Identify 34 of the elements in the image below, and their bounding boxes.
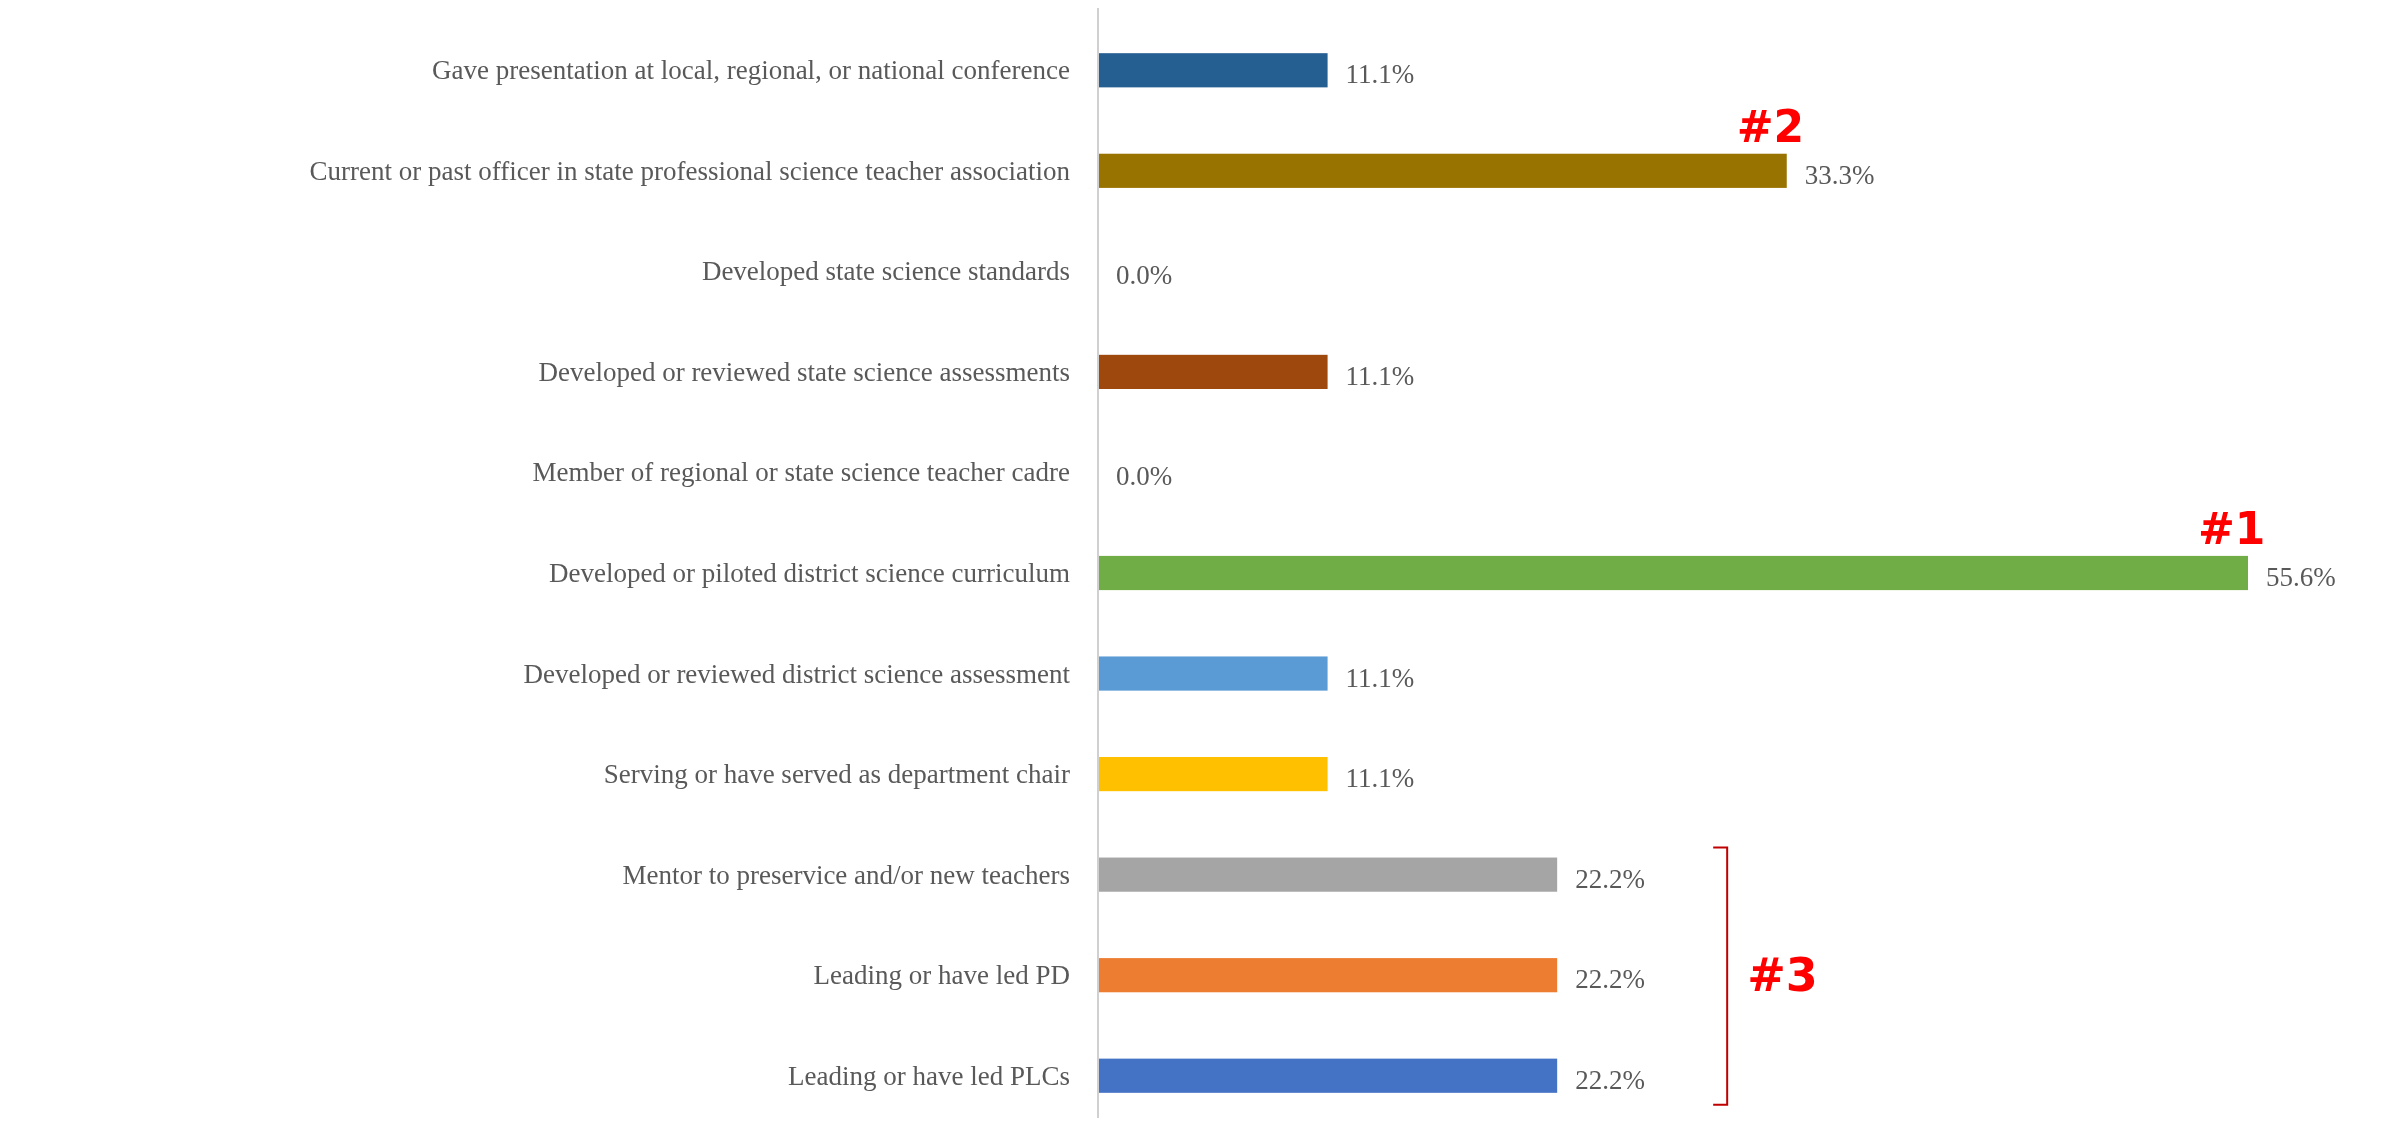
bar (1098, 555, 2248, 591)
y-tick-label: Current or past officer in state professional science teacher association (309, 155, 1071, 186)
data-label: 55.6% (2266, 562, 2336, 592)
data-label: 22.2% (1575, 964, 1645, 995)
annotation: #1 (2198, 502, 2266, 554)
y-tick-label: Leading or have led PD (813, 960, 1070, 991)
bar (1098, 656, 1328, 691)
y-tick-label: Mentor to preservice and/or new teachers (622, 859, 1070, 890)
y-tick-label: Developed or reviewed state science assessments (538, 356, 1070, 387)
y-tick-label: Gave presentation at local, regional, or national conference (432, 55, 1070, 86)
y-tick-label: Developed or piloted district science curriculum (548, 558, 1070, 588)
data-label: 33.3% (1804, 159, 1875, 190)
bar (1098, 958, 1558, 993)
y-tick-label: Leading or have led PLCs (788, 1060, 1070, 1091)
data-label: 11.1% (1345, 763, 1415, 794)
annotation: #3 (1747, 948, 1818, 1003)
bar (1098, 1058, 1558, 1093)
data-label: 0.0% (1116, 260, 1173, 291)
data-label: 0.0% (1116, 461, 1173, 492)
data-label: 11.1% (1345, 360, 1415, 391)
y-tick-label: Member of regional or state science teacher cadre (532, 457, 1070, 488)
bar (1098, 153, 1787, 188)
bar (1098, 757, 1328, 792)
data-label: 11.1% (1345, 59, 1415, 90)
data-label: 22.2% (1575, 1064, 1645, 1095)
y-tick-label: Developed or reviewed district science assessment (523, 658, 1071, 689)
bar (1098, 857, 1558, 892)
bar (1098, 53, 1328, 88)
y-tick-label: Developed state science standards (701, 256, 1070, 287)
data-label: 11.1% (1345, 662, 1415, 693)
annotation: #2 (1736, 100, 1805, 152)
bar (1098, 354, 1328, 389)
y-tick-label: Serving or have served as department chair (603, 759, 1070, 790)
data-label: 22.2% (1575, 863, 1645, 894)
